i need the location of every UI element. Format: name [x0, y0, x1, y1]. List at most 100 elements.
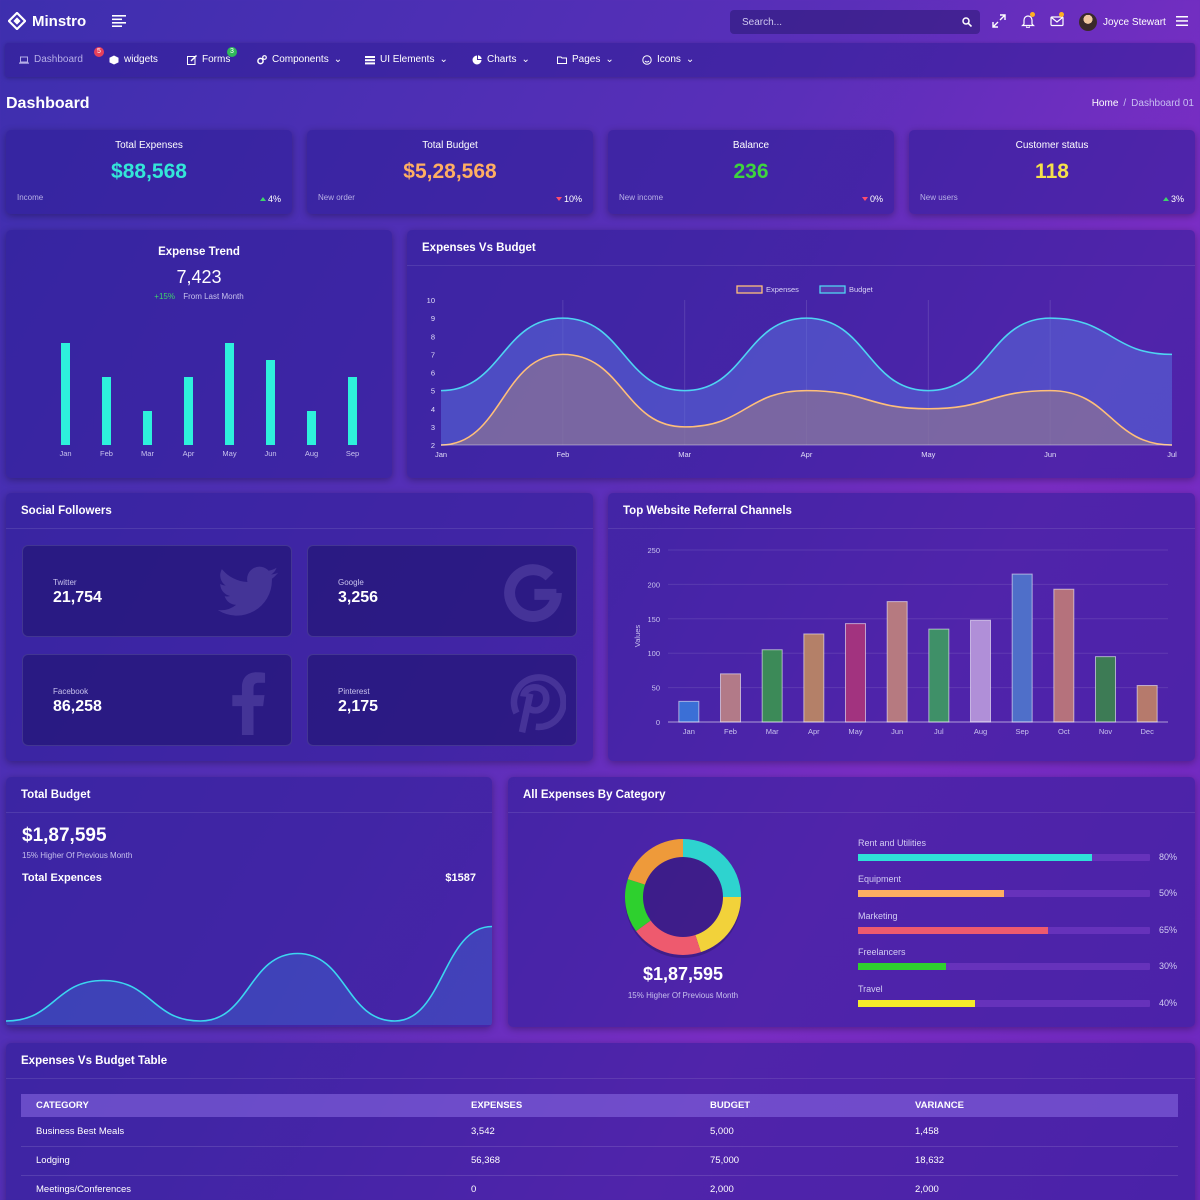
brand[interactable]: Minstro — [8, 12, 86, 30]
nav-widgets[interactable]: widgets — [109, 54, 158, 65]
chevron-down-icon: ⌄ — [439, 54, 448, 65]
notification-dot — [1030, 12, 1035, 17]
referral-bar[interactable] — [928, 628, 950, 723]
donut-slice[interactable] — [695, 897, 741, 953]
nav-dashboard[interactable]: Dashboard 5 — [19, 47, 104, 65]
x-tick-label: Jul — [1167, 450, 1177, 459]
cube-icon — [109, 55, 119, 64]
avatar[interactable] — [1079, 13, 1097, 31]
column-header[interactable]: BUDGET — [695, 1094, 900, 1117]
referral-bar[interactable] — [720, 673, 741, 723]
bell-icon[interactable] — [1021, 14, 1035, 28]
search-input[interactable] — [730, 10, 980, 34]
nav-label: UI Elements — [380, 54, 435, 65]
smile-icon — [642, 54, 652, 65]
social-label: Pinterest — [338, 687, 370, 696]
social-tile-google[interactable]: Google 3,256 — [307, 545, 577, 637]
breadcrumb-home[interactable]: Home — [1091, 98, 1119, 109]
budget-area — [6, 926, 492, 1025]
bar-percent: 30% — [1159, 961, 1178, 971]
social-tile-facebook[interactable]: Facebook 86,258 — [22, 654, 292, 746]
stat-change: 3% — [1162, 194, 1184, 204]
bar-percent: 40% — [1159, 998, 1178, 1008]
column-header[interactable]: EXPENSES — [456, 1094, 695, 1117]
table-cell: 5,000 — [695, 1117, 900, 1147]
card-header: Total Budget — [6, 777, 492, 813]
series-line[interactable] — [440, 353, 1173, 446]
card-header: Expenses Vs Budget — [407, 230, 1195, 266]
stat-card-customer-status: Customer status 118 New users 3% — [909, 130, 1195, 214]
table-header-row: CATEGORY EXPENSES BUDGET VARIANCE — [21, 1094, 1178, 1117]
referral-channels-chart: 250 200 150 100 50 0 Values Jan Feb Mar Apr May Jun J… — [633, 546, 1168, 736]
legend-label[interactable]: Budget — [849, 285, 874, 294]
chevron-down-icon: ⌄ — [333, 54, 343, 65]
trend-bar[interactable] — [266, 360, 275, 445]
table-cell: 2,000 — [900, 1175, 1178, 1200]
nav-label: Dashboard — [34, 54, 83, 65]
x-tick-label: Jun — [1044, 450, 1056, 459]
referral-bar[interactable] — [1136, 685, 1158, 723]
total-budget-chart — [6, 925, 492, 1025]
mail-icon[interactable] — [1050, 14, 1064, 28]
trend-bar[interactable] — [307, 411, 316, 445]
bar-track — [858, 854, 1150, 861]
social-tile-pinterest[interactable]: Pinterest 2,175 — [307, 654, 577, 746]
bar-track — [858, 1000, 1150, 1007]
x-tick-label: Jan — [683, 727, 695, 736]
donut-slice[interactable] — [683, 839, 741, 897]
donut-slice[interactable] — [636, 920, 701, 955]
donut-slice[interactable] — [625, 879, 651, 932]
nav-forms[interactable]: Forms 3 — [187, 47, 237, 65]
social-label: Twitter — [53, 578, 77, 587]
nav-charts[interactable]: Charts ⌄ — [472, 54, 530, 65]
trend-bar[interactable] — [184, 377, 193, 445]
sidebar-toggle-icon[interactable] — [112, 15, 126, 27]
bar-label: Rent and Utilities — [858, 838, 927, 848]
trend-bar[interactable] — [348, 377, 357, 445]
referral-bar[interactable] — [845, 623, 866, 723]
referral-bar[interactable] — [1011, 573, 1033, 723]
nav-icons[interactable]: Icons ⌄ — [642, 54, 694, 65]
column-header[interactable]: CATEGORY — [21, 1094, 456, 1117]
referral-bar[interactable] — [678, 700, 700, 723]
laptop-icon — [19, 56, 29, 64]
card-title: Total Budget — [21, 789, 91, 801]
table-row[interactable]: Meetings/Conferences 0 2,000 2,000 — [21, 1175, 1178, 1200]
donut-slice[interactable] — [627, 839, 683, 885]
trend-bar[interactable] — [143, 411, 152, 445]
total-expences-value: $1587 — [445, 872, 476, 884]
x-tick-label: Aug — [305, 449, 318, 458]
trend-bar[interactable] — [61, 343, 70, 445]
nav-ui-elements[interactable]: UI Elements ⌄ — [365, 54, 448, 65]
nav-label: Forms — [202, 54, 231, 65]
table-row[interactable]: Business Best Meals 3,542 5,000 1,458 — [21, 1117, 1178, 1147]
column-header[interactable]: VARIANCE — [900, 1094, 1178, 1117]
expenses-by-category-card: All Expenses By Category $1,87,595 15% H… — [508, 777, 1195, 1027]
legend-label[interactable]: Expenses — [766, 285, 799, 294]
trend-bar[interactable] — [225, 343, 234, 445]
user-name[interactable]: Joyce Stewart — [1103, 17, 1166, 28]
referral-bar[interactable] — [803, 633, 825, 723]
total-expences-label: Total Expences — [22, 872, 102, 884]
search-icon[interactable] — [962, 17, 972, 27]
table-row[interactable]: Lodging 56,368 75,000 18,632 — [21, 1146, 1178, 1176]
fullscreen-icon[interactable] — [992, 14, 1006, 28]
referral-bar[interactable] — [1095, 656, 1116, 723]
nav-pages[interactable]: Pages ⌄ — [557, 54, 614, 65]
social-tile-twitter[interactable]: Twitter 21,754 — [22, 545, 292, 637]
referral-bar[interactable] — [761, 649, 783, 723]
bar-fill — [858, 1000, 975, 1007]
referral-bar[interactable] — [1053, 588, 1075, 723]
bar-percent: 50% — [1159, 888, 1178, 898]
referral-bar[interactable] — [970, 619, 991, 723]
stat-change-value: 3% — [1170, 194, 1184, 204]
series-line[interactable] — [440, 317, 1173, 392]
facebook-icon — [232, 672, 266, 735]
x-tick-label: Mar — [766, 727, 779, 736]
trend-bar[interactable] — [102, 377, 111, 445]
nav-components[interactable]: Components ⌄ — [257, 54, 342, 65]
referral-bar[interactable] — [886, 601, 908, 723]
menu-icon[interactable] — [1176, 16, 1188, 26]
x-tick-label: May — [222, 449, 236, 458]
